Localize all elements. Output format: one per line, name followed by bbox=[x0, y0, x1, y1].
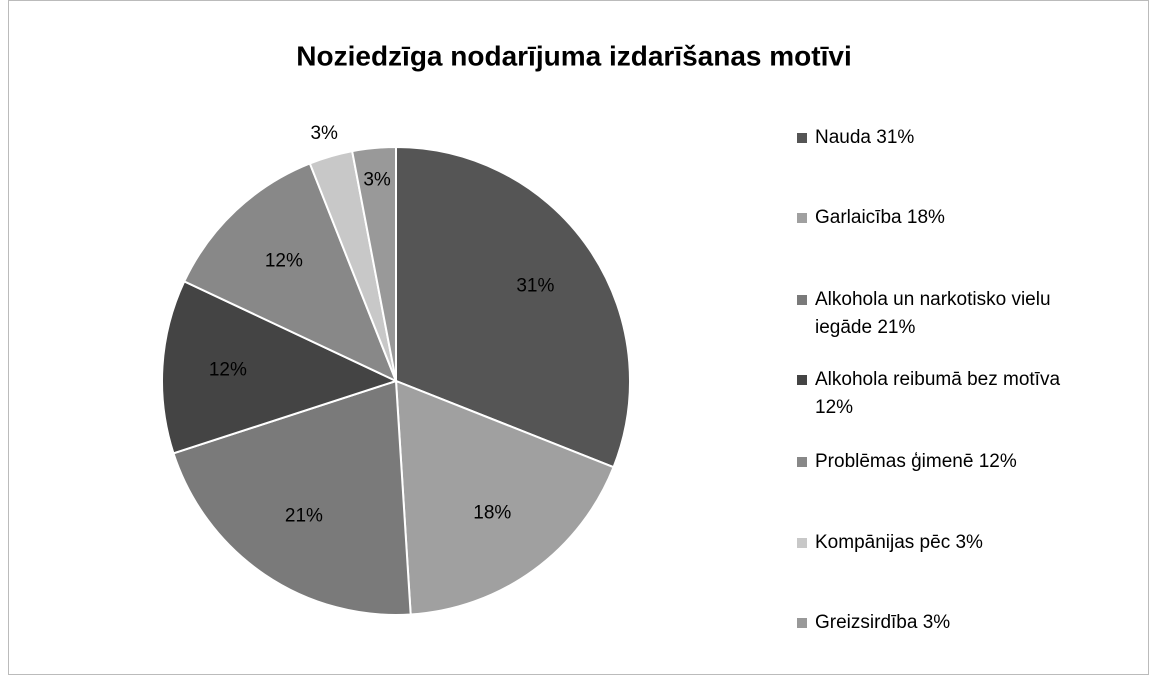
legend-label: Kompānijas pēc 3% bbox=[815, 532, 983, 553]
data-label: 3% bbox=[363, 170, 391, 191]
legend-swatch bbox=[797, 457, 807, 467]
legend-item: Greizsirdība 3% bbox=[797, 609, 1067, 637]
pie-slice bbox=[161, 280, 399, 455]
data-label: 18% bbox=[473, 503, 511, 524]
data-label: 31% bbox=[516, 275, 554, 296]
legend-swatch bbox=[797, 213, 807, 223]
legend-item: Kompānijas pēc 3% bbox=[797, 529, 1067, 557]
legend-label: Problēmas ģimenē 12% bbox=[815, 451, 1017, 472]
pie-slice bbox=[350, 145, 397, 382]
legend-label: Greizsirdība 3% bbox=[815, 612, 951, 633]
legend-item: Alkohola un narkotisko vielu iegāde 21% bbox=[797, 286, 1067, 342]
pie-slice bbox=[395, 145, 631, 469]
legend-item: Alkohola reibumā bez motīva 12% bbox=[797, 366, 1067, 422]
legend-swatch bbox=[797, 618, 807, 628]
data-label: 3% bbox=[310, 123, 338, 144]
legend-label: Alkohola reibumā bez motīva 12% bbox=[815, 369, 1061, 418]
legend-label: Nauda 31% bbox=[815, 127, 915, 148]
data-label: 21% bbox=[285, 505, 323, 526]
legend-item: Problēmas ģimenē 12% bbox=[797, 448, 1067, 476]
legend-label: Alkohola un narkotisko vielu iegāde 21% bbox=[815, 289, 1051, 338]
pie-slice bbox=[182, 162, 398, 383]
data-label: 12% bbox=[265, 251, 303, 272]
legend-label: Garlaicība 18% bbox=[815, 207, 945, 228]
legend-swatch bbox=[797, 538, 807, 548]
legend-swatch bbox=[797, 133, 807, 143]
legend-item: Garlaicība 18% bbox=[797, 204, 1067, 232]
legend-swatch bbox=[797, 375, 807, 385]
data-label: 12% bbox=[209, 359, 247, 380]
legend-item: Nauda 31% bbox=[797, 124, 1067, 152]
chart-title: Noziedzīga nodarījuma izdarīšanas motīvi bbox=[296, 40, 851, 71]
pie-slice bbox=[394, 379, 615, 616]
legend-swatch bbox=[797, 295, 807, 305]
pie-slice bbox=[172, 379, 412, 616]
